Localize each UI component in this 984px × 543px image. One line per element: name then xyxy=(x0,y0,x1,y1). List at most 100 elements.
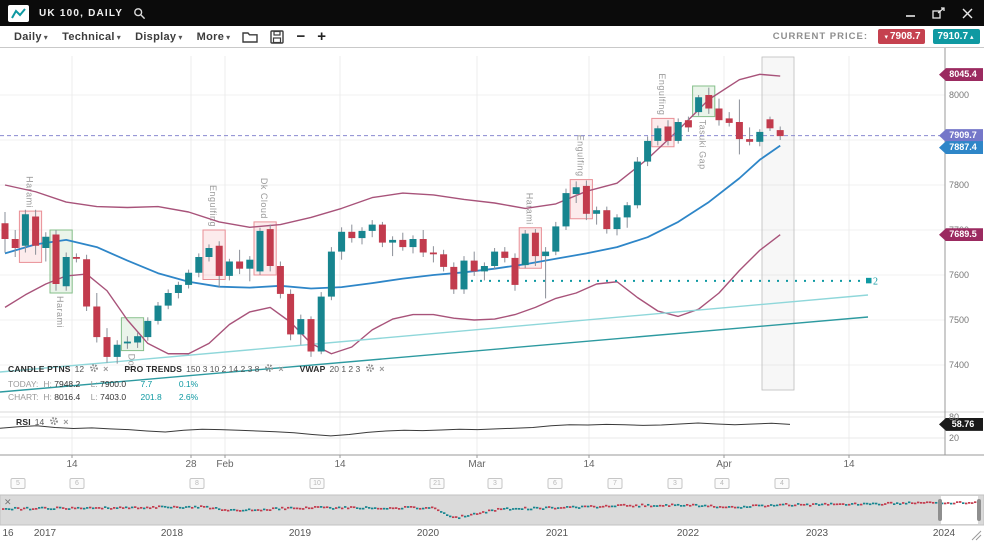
candle-body xyxy=(766,119,774,129)
pattern-label: Engulfing xyxy=(657,73,667,115)
navigator-bar xyxy=(743,505,746,508)
open-folder-icon[interactable] xyxy=(242,30,259,43)
candle-body xyxy=(389,239,397,243)
close-icon[interactable]: × xyxy=(103,364,109,374)
navigator-bar xyxy=(830,502,833,505)
close-icon[interactable]: × xyxy=(63,417,69,427)
arrow-up-icon: ▴ xyxy=(970,33,974,41)
navigator-bar xyxy=(569,506,572,508)
navigator-bar xyxy=(377,507,380,510)
candle-body xyxy=(83,259,91,307)
candle-body xyxy=(531,232,539,257)
navigator-handle-left[interactable] xyxy=(938,499,942,521)
event-marker[interactable]: 4 xyxy=(714,478,730,489)
ask-price-badge[interactable]: 7910.7 ▴ xyxy=(933,29,980,44)
zoom-in-button[interactable]: + xyxy=(317,27,326,45)
navigator-bar xyxy=(860,503,863,506)
navigator-bar xyxy=(290,506,293,509)
price-tick-label: 8000 xyxy=(949,90,970,100)
menu-display[interactable]: Display ▾ xyxy=(135,30,183,43)
menu-timeframe[interactable]: Daily ▾ xyxy=(14,30,49,43)
navigator-bar xyxy=(686,503,689,506)
navigator-bar xyxy=(599,506,602,508)
navigator-bar xyxy=(32,508,35,510)
candle-body xyxy=(185,272,193,285)
navigator-bar xyxy=(113,507,116,509)
navigator-bar xyxy=(467,515,470,517)
navigator-bar xyxy=(62,507,65,509)
candle-body xyxy=(1,223,9,239)
close-icon[interactable]: × xyxy=(379,364,385,374)
popout-button[interactable] xyxy=(928,4,950,22)
navigator-bar xyxy=(638,505,641,508)
gear-icon[interactable] xyxy=(264,363,274,375)
navigator-bar xyxy=(314,506,317,508)
navigator-bar xyxy=(536,506,539,509)
event-marker[interactable]: 6 xyxy=(69,478,85,489)
navigator-bar xyxy=(284,508,287,511)
resize-grip[interactable] xyxy=(975,534,982,541)
navigator-bar xyxy=(269,509,272,512)
close-icon[interactable]: × xyxy=(278,364,284,374)
navigator-bar xyxy=(902,502,905,504)
navigator-bar xyxy=(917,501,920,504)
event-marker[interactable]: 3 xyxy=(667,478,683,489)
event-marker[interactable]: 10 xyxy=(309,478,325,489)
navigator-bar xyxy=(14,506,17,509)
zoom-out-button[interactable]: − xyxy=(296,27,306,45)
candle-body xyxy=(287,293,295,335)
navigator-bar xyxy=(911,502,914,505)
indicator-candle-patterns: CANDLE PTNS 12 × xyxy=(8,363,108,375)
save-icon[interactable] xyxy=(270,29,285,44)
navigator-bar xyxy=(110,508,113,510)
gear-icon[interactable] xyxy=(49,416,59,428)
navigator-year-label: 2024 xyxy=(932,528,956,539)
event-marker[interactable]: 7 xyxy=(607,478,623,489)
event-marker[interactable]: 8 xyxy=(189,478,205,489)
menu-more[interactable]: More ▾ xyxy=(196,30,231,43)
candle-body xyxy=(552,226,560,252)
navigator-bar xyxy=(611,505,614,508)
navigator-bar xyxy=(464,515,467,518)
event-marker[interactable]: 21 xyxy=(429,478,445,489)
gear-icon[interactable] xyxy=(89,363,99,375)
navigator-bar xyxy=(575,506,578,509)
navigator-bar xyxy=(242,509,245,512)
anchor-marker[interactable] xyxy=(866,277,872,284)
candle-body xyxy=(378,224,386,243)
navigator-handle-right[interactable] xyxy=(977,499,981,521)
navigator-bar xyxy=(614,505,617,508)
navigator-bar xyxy=(794,504,797,507)
navigator-bar xyxy=(335,507,338,509)
navigator-bar xyxy=(398,508,401,510)
navigator-close-icon[interactable]: ✕ xyxy=(4,497,12,507)
event-marker[interactable]: 6 xyxy=(547,478,563,489)
gear-icon[interactable] xyxy=(365,363,375,375)
minimize-button[interactable] xyxy=(900,4,922,22)
navigator-bar xyxy=(914,502,917,505)
menu-technical[interactable]: Technical ▾ xyxy=(62,30,122,43)
indicator-vwap: VWAP 20 1 2 3 × xyxy=(300,363,385,375)
event-marker[interactable]: 4 xyxy=(774,478,790,489)
navigator-bar xyxy=(722,506,725,509)
bid-price-badge[interactable]: ▾ 7908.7 xyxy=(878,29,925,44)
navigator-bar xyxy=(680,505,683,507)
resize-grip[interactable] xyxy=(971,530,982,541)
event-marker[interactable]: 5 xyxy=(10,478,26,489)
pattern-label: Dk Cloud xyxy=(259,178,269,219)
navigator-bar xyxy=(731,505,734,508)
candle-body xyxy=(440,254,448,267)
today-high: 7948.2 xyxy=(54,379,81,389)
stats-chart-row: CHART: H: 8016.4 L: 7403.0 201.8 2.6% xyxy=(8,392,211,402)
navigator-bar xyxy=(365,506,368,508)
search-icon[interactable] xyxy=(133,7,146,20)
event-marker[interactable]: 3 xyxy=(487,478,503,489)
navigator-bar xyxy=(176,506,179,508)
navigator-selection[interactable] xyxy=(941,496,978,524)
navigator-bar xyxy=(779,503,782,506)
navigator-bar xyxy=(539,507,542,510)
navigator-bar xyxy=(497,507,500,510)
navigator-bar xyxy=(428,507,431,509)
close-button[interactable] xyxy=(956,4,978,22)
navigator-bar xyxy=(482,511,485,513)
